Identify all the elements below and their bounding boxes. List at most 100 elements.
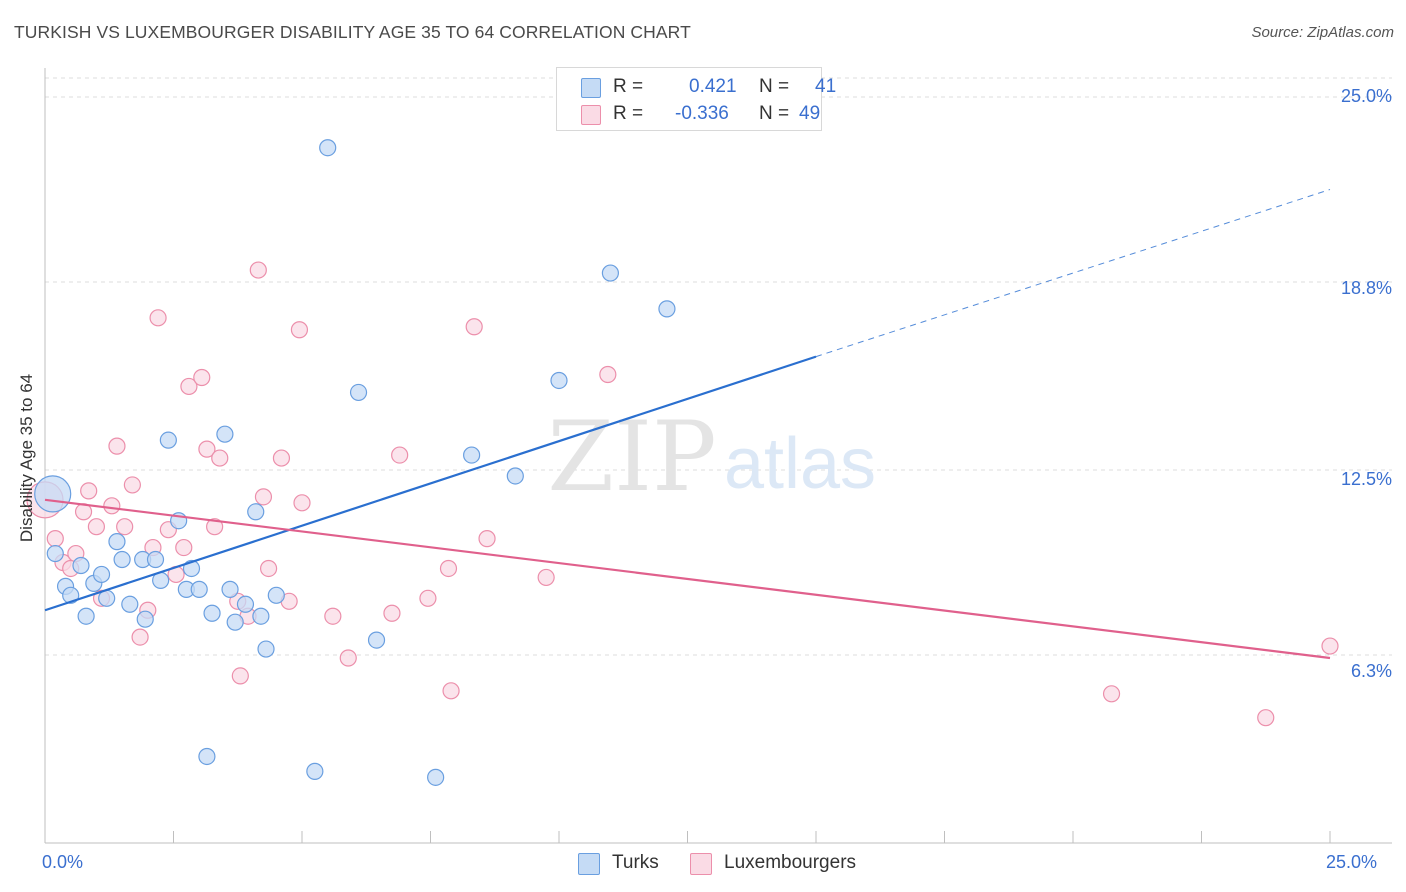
data-point-turks xyxy=(349,383,368,402)
data-point-turks xyxy=(46,544,64,563)
y-tick-label: 18.8% xyxy=(1340,278,1392,298)
watermark-zip: ZIP xyxy=(547,401,716,513)
x-tick-label-max: 25.0% xyxy=(1326,852,1378,872)
data-point-turks xyxy=(463,446,481,464)
legend-swatch-luxembourgers xyxy=(581,105,601,125)
data-point-luxembourgers xyxy=(116,518,134,536)
data-point-turks xyxy=(121,595,139,613)
trend-line-turks-extension xyxy=(815,189,1331,358)
y-axis-label: Disability Age 35 to 64 xyxy=(17,373,36,543)
data-point-turks xyxy=(319,139,337,157)
data-point-turks xyxy=(658,300,676,318)
data-point-luxembourgers xyxy=(231,667,249,685)
bottom-legend-swatch-turks xyxy=(578,853,600,875)
trend-line-turks xyxy=(44,355,817,612)
bottom-legend-label-turks: Turks xyxy=(612,852,659,873)
data-point-turks xyxy=(159,431,177,449)
data-point-luxembourgers xyxy=(439,559,458,578)
data-point-turks xyxy=(190,580,208,598)
data-point-turks xyxy=(601,264,620,282)
data-point-turks xyxy=(136,610,154,628)
legend-swatch-turks xyxy=(581,78,601,98)
data-point-luxembourgers xyxy=(419,589,437,607)
legend-r-value: -0.336 xyxy=(675,103,729,124)
data-point-turks xyxy=(203,604,221,622)
data-point-luxembourgers xyxy=(478,530,496,548)
data-point-turks xyxy=(236,595,255,613)
data-point-turks xyxy=(252,607,270,625)
data-point-turks xyxy=(108,533,126,551)
y-tick-label: 25.0% xyxy=(1340,86,1392,106)
data-point-turks xyxy=(506,467,524,485)
data-point-luxembourgers xyxy=(206,518,224,536)
data-point-turks xyxy=(221,580,239,598)
data-point-luxembourgers xyxy=(339,649,357,667)
data-point-luxembourgers xyxy=(149,309,167,327)
axes xyxy=(44,68,1392,844)
bottom-legend-label-luxembourgers: Luxembourgers xyxy=(724,852,857,873)
data-point-turks xyxy=(306,762,324,780)
data-point-luxembourgers xyxy=(442,682,460,700)
bottom-legend-swatch-luxembourgers xyxy=(690,853,712,875)
data-point-luxembourgers xyxy=(1257,709,1275,727)
legend-r-value: 0.421 xyxy=(689,76,737,97)
data-point-luxembourgers xyxy=(180,377,198,396)
series-turks xyxy=(34,139,676,786)
y-tick-label: 12.5% xyxy=(1340,469,1392,489)
data-point-turks xyxy=(92,565,111,584)
data-point-luxembourgers xyxy=(211,449,229,467)
data-point-luxembourgers xyxy=(259,559,278,578)
data-point-turks xyxy=(257,640,275,658)
data-point-luxembourgers xyxy=(254,488,273,506)
data-point-turks xyxy=(216,425,234,443)
legend-n-label: N = xyxy=(759,103,790,124)
data-point-luxembourgers xyxy=(103,497,121,515)
legend-r-label: R = xyxy=(613,76,644,97)
data-point-luxembourgers xyxy=(131,628,149,646)
data-point-luxembourgers xyxy=(465,318,483,336)
data-point-turks xyxy=(226,613,244,631)
data-point-turks xyxy=(267,586,285,604)
x-tick-label-min: 0.0% xyxy=(42,852,84,872)
watermark-atlas: atlas xyxy=(724,424,876,504)
data-point-turks xyxy=(427,768,445,786)
data-point-luxembourgers xyxy=(198,440,216,458)
legend-n-label: N = xyxy=(759,76,790,97)
legend: R = 0.421 N = 41 R = -0.336 N = 49 xyxy=(556,67,836,131)
data-point-luxembourgers xyxy=(383,604,401,622)
data-point-luxembourgers xyxy=(175,538,193,557)
data-point-luxembourgers xyxy=(80,482,98,500)
data-point-luxembourgers xyxy=(87,518,106,536)
trend-line-luxembourgers xyxy=(44,498,1331,660)
data-point-luxembourgers xyxy=(599,365,617,384)
data-point-turks xyxy=(113,550,131,569)
data-point-turks xyxy=(34,475,72,513)
data-point-luxembourgers xyxy=(249,261,267,279)
source-credit: Source: ZipAtlas.com xyxy=(1251,24,1394,41)
data-point-luxembourgers xyxy=(123,476,141,494)
data-point-luxembourgers xyxy=(324,607,342,625)
chart-title: TURKISH VS LUXEMBOURGER DISABILITY AGE 3… xyxy=(14,22,691,42)
trend-lines xyxy=(44,189,1331,660)
data-point-turks xyxy=(77,607,95,625)
legend-n-value: 41 xyxy=(815,76,837,97)
data-point-turks xyxy=(550,371,568,390)
data-point-luxembourgers xyxy=(108,437,126,455)
data-point-turks xyxy=(367,631,386,649)
grid-lines xyxy=(45,77,1392,656)
data-point-turks xyxy=(72,556,90,575)
data-point-luxembourgers xyxy=(1102,685,1121,703)
y-tick-label: 6.3% xyxy=(1350,661,1392,681)
data-point-luxembourgers xyxy=(391,446,409,464)
data-point-luxembourgers xyxy=(46,530,64,548)
data-point-turks xyxy=(198,747,216,766)
data-point-luxembourgers xyxy=(537,568,555,587)
data-point-luxembourgers xyxy=(193,368,211,387)
data-point-luxembourgers xyxy=(293,494,311,512)
data-point-turks xyxy=(146,550,165,569)
data-point-luxembourgers xyxy=(272,449,291,467)
data-point-turks xyxy=(247,503,265,521)
data-point-luxembourgers xyxy=(1321,637,1339,655)
data-point-luxembourgers xyxy=(290,321,309,339)
